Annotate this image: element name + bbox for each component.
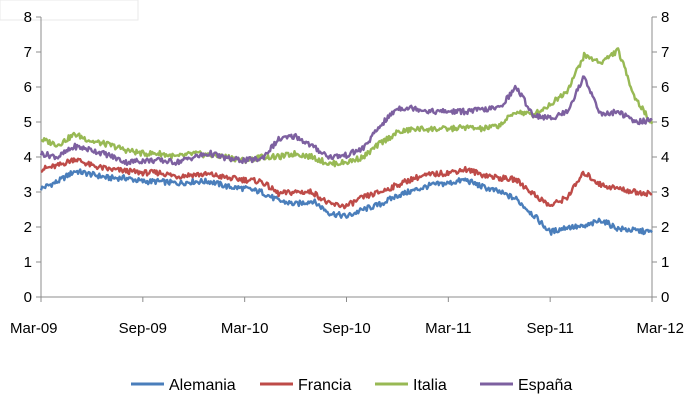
series-line-alemania xyxy=(39,168,653,236)
x-tick-label: Sep-10 xyxy=(322,320,370,337)
x-tick-label: Sep-11 xyxy=(527,320,574,337)
y-tick-label-right: 2 xyxy=(661,219,669,236)
legend-label: Italia xyxy=(413,377,447,394)
y-tick-label-right: 7 xyxy=(661,44,669,61)
y-tick-label-left: 5 xyxy=(24,114,32,131)
x-tick-label: Mar-10 xyxy=(221,320,269,337)
y-tick-label-left: 1 xyxy=(24,254,32,271)
y-tick-label-right: 5 xyxy=(661,114,669,131)
y-tick-label-left: 4 xyxy=(24,149,32,166)
y-tick-label-left: 3 xyxy=(24,184,32,201)
series-line-españa xyxy=(39,75,653,166)
y-tick-label-left: 6 xyxy=(24,79,32,96)
y-tick-label-left: 8 xyxy=(24,9,32,26)
x-tick-label: Mar-09 xyxy=(10,320,58,337)
x-tick-label: Mar-11 xyxy=(425,320,471,337)
series-line-francia xyxy=(40,157,653,210)
legend-label: Francia xyxy=(298,377,351,394)
legend-label: Alemania xyxy=(169,377,236,394)
y-tick-label-right: 6 xyxy=(661,79,669,96)
series-line-italia xyxy=(40,47,654,168)
y-tick-label-left: 2 xyxy=(24,219,32,236)
y-tick-label-right: 8 xyxy=(661,9,669,26)
x-tick-label: Sep-09 xyxy=(119,320,167,337)
y-tick-label-left: 7 xyxy=(24,44,32,61)
y-tick-label-right: 3 xyxy=(661,184,669,201)
x-tick-label: Mar-12 xyxy=(636,320,684,337)
y-tick-label-right: 4 xyxy=(661,149,669,166)
background-panel xyxy=(0,0,139,21)
y-tick-label-right: 1 xyxy=(661,254,669,271)
y-tick-label-left: 0 xyxy=(24,289,32,306)
legend-label: España xyxy=(518,377,572,394)
y-tick-label-right: 0 xyxy=(661,289,669,306)
